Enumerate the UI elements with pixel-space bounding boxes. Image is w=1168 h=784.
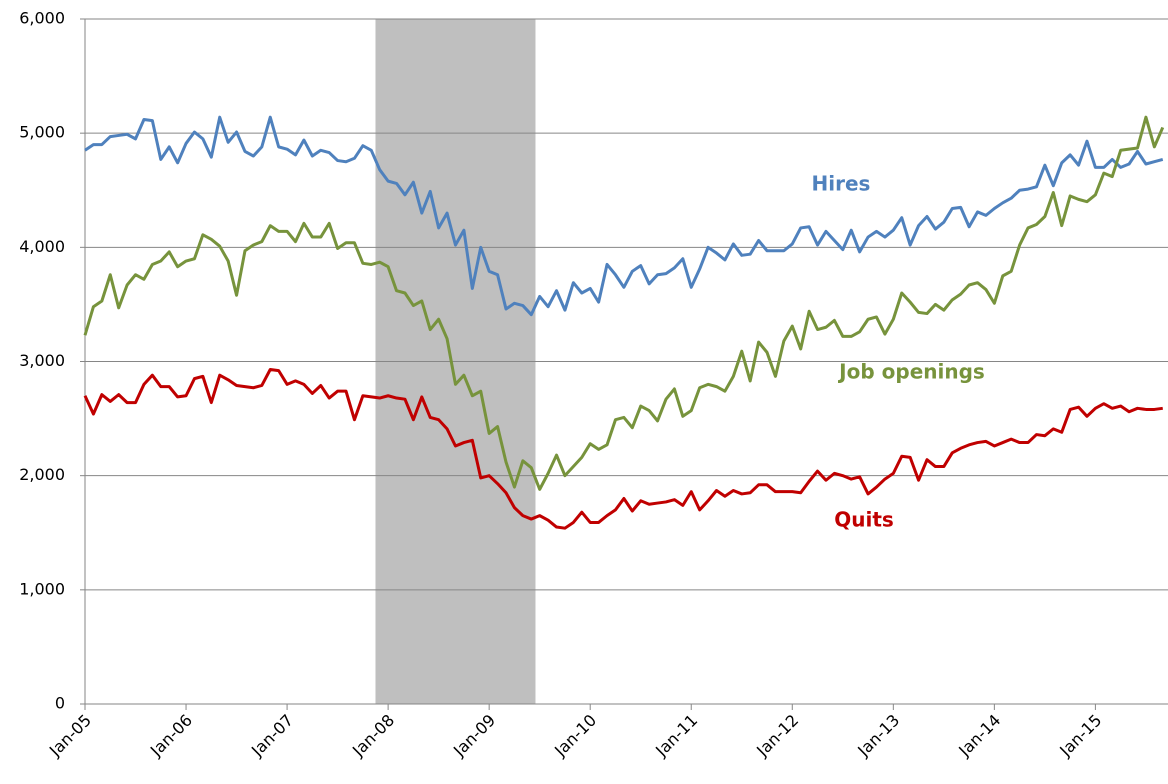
x-tick-label: Jan-05 (45, 711, 95, 761)
y-tick-label: 6,000 (19, 9, 65, 28)
x-tick-label: Jan-12 (752, 711, 802, 761)
x-tick-label: Jan-08 (348, 711, 398, 761)
x-tick-label: Jan-09 (449, 711, 499, 761)
series-line (84, 115, 1164, 317)
series-label: Job openings (837, 360, 985, 384)
series-line (83, 115, 1165, 491)
x-tick-label: Jan-14 (954, 711, 1004, 761)
y-tick-label: 1,000 (19, 579, 65, 598)
y-tick-label: 2,000 (19, 465, 65, 484)
y-tick-label: 5,000 (19, 123, 65, 142)
y-tick-label: 3,000 (19, 351, 65, 370)
x-tick-label: Jan-10 (550, 711, 600, 761)
x-tick-label: Jan-11 (651, 711, 701, 761)
y-tick-label: 0 (55, 694, 65, 713)
series-label: Quits (834, 508, 894, 532)
y-tick-label: 4,000 (19, 237, 65, 256)
x-tick-label: Jan-13 (853, 711, 903, 761)
x-tick-label: Jan-07 (247, 711, 297, 761)
series-label: Hires (812, 172, 871, 196)
x-tick-label: Jan-06 (146, 711, 196, 761)
x-tick-label: Jan-15 (1055, 711, 1105, 761)
series-line (83, 367, 1163, 530)
